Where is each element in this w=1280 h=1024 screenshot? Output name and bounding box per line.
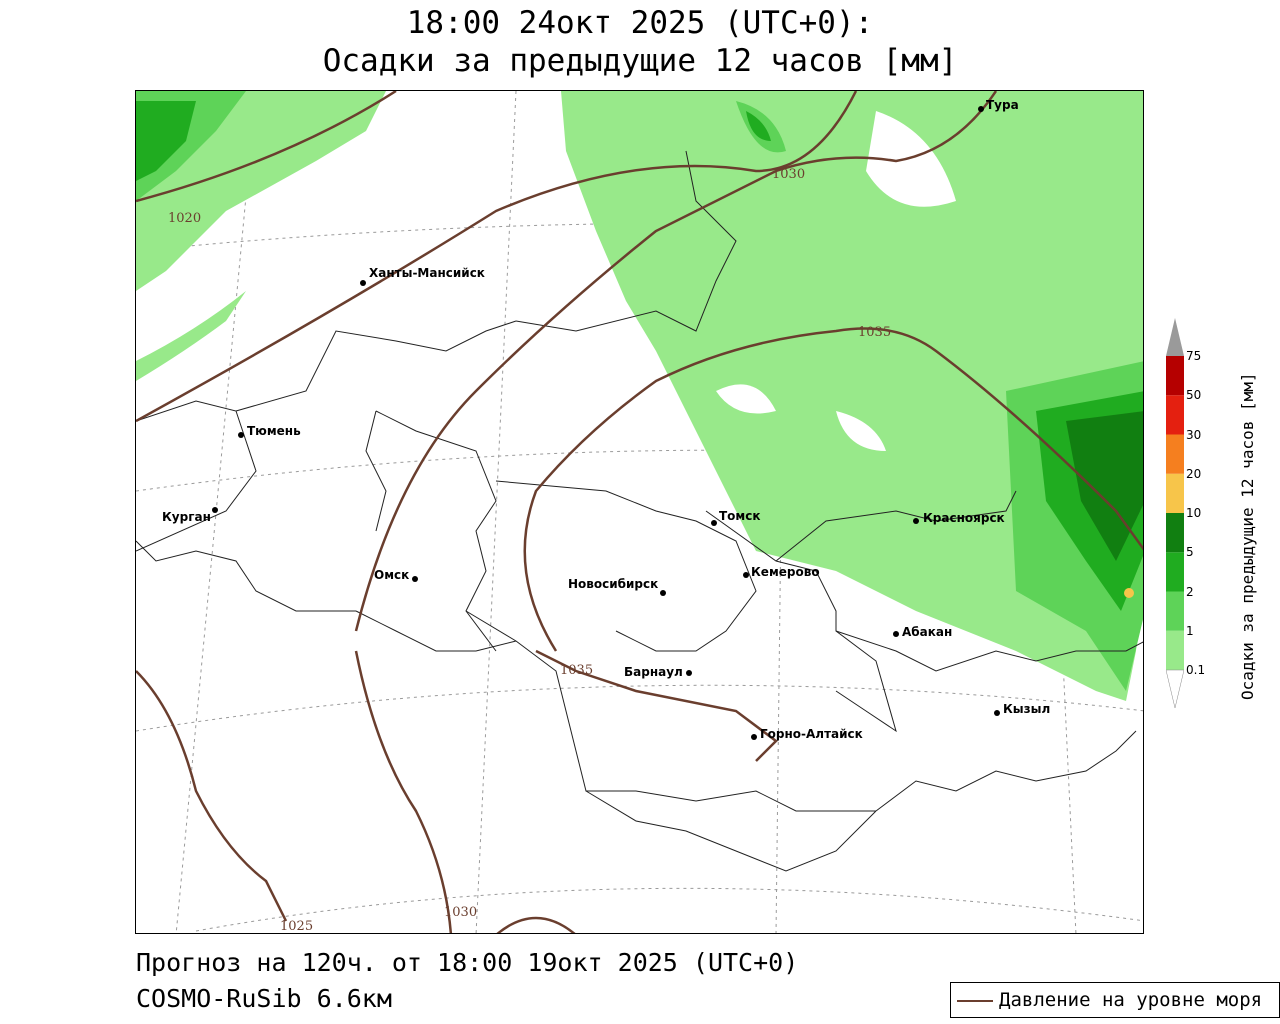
- city-label-krasnoyarsk: Красноярск: [923, 511, 1005, 525]
- city-marker: [686, 670, 692, 676]
- colorbar-tick-label: 0.1: [1186, 663, 1206, 677]
- colorbar-segment: [1166, 513, 1184, 553]
- city-marker: [238, 432, 244, 438]
- city-label-kurgan: Курган: [162, 510, 211, 524]
- legend-label: Давление на уровне моря: [999, 989, 1263, 1011]
- forecast-info: Прогноз на 120ч. от 18:00 19окт 2025 (UT…: [136, 948, 799, 977]
- colorbar-tick-label: 10: [1186, 506, 1202, 520]
- city-marker: [711, 520, 717, 526]
- colorbar-tick-label: 20: [1186, 467, 1202, 481]
- city-label-kyzyl: Кызыл: [1003, 702, 1051, 716]
- map-layers: [136, 91, 1143, 933]
- city-marker: [212, 507, 218, 513]
- colorbar-title: Осадки за предыдущие 12 часов [мм]: [1238, 372, 1257, 700]
- city-marker: [978, 106, 984, 112]
- city-label-tyumen: Тюмень: [247, 424, 301, 438]
- isobar-label: 1025: [280, 919, 314, 934]
- colorbar-bottom-arrow: [1166, 669, 1184, 709]
- city-label-novosibirsk: Новосибирск: [568, 577, 659, 591]
- colorbar-top-arrow: [1166, 318, 1184, 356]
- isobars: [136, 91, 1143, 933]
- city-label-gorno-altaysk: Горно-Алтайск: [760, 727, 863, 741]
- city-marker: [660, 590, 666, 596]
- legend-box: Давление на уровне моря: [950, 982, 1280, 1018]
- city-marker: [913, 518, 919, 524]
- colorbar-segment: [1166, 473, 1184, 513]
- city-label-barnaul: Барнаул: [624, 665, 683, 679]
- colorbar-segment: [1166, 434, 1184, 474]
- colorbar-tick-label: 50: [1186, 388, 1202, 402]
- colorbar-tick-label: 30: [1186, 428, 1202, 442]
- colorbar-tick-label: 1: [1186, 624, 1194, 638]
- city-label-khanty-mansiysk: Ханты-Мансийск: [369, 266, 485, 280]
- city-label-abakan: Абакан: [902, 625, 953, 639]
- isobar-label: 1020: [168, 211, 202, 226]
- city-marker: [893, 631, 899, 637]
- colorbar-segment: [1166, 395, 1184, 435]
- map-title-line2: Осадки за предыдущие 12 часов [мм]: [322, 43, 958, 79]
- city-marker: [412, 576, 418, 582]
- colorbar-segment: [1166, 552, 1184, 592]
- city-marker: [751, 734, 757, 740]
- colorbar-tick-label: 2: [1186, 585, 1194, 599]
- city-label-omsk: Омск: [374, 568, 410, 582]
- isobar-label: 1030: [444, 905, 478, 920]
- colorbar-tick-label: 5: [1186, 545, 1194, 559]
- model-name: COSMO-RuSib 6.6км: [136, 984, 392, 1013]
- colorbar-segment: [1166, 630, 1184, 670]
- city-label-kemerovo: Кемерово: [751, 565, 820, 579]
- city-label-tomsk: Томск: [719, 509, 761, 523]
- city-marker: [743, 572, 749, 578]
- colorbar-segment: [1166, 356, 1184, 396]
- precipitation-map: 1020 1030 1035 1035 1025 1030 Тура Ханты…: [135, 90, 1144, 934]
- map-title-line1: 18:00 24окт 2025 (UTC+0):: [406, 5, 874, 41]
- region-borders: [136, 150, 1143, 872]
- city-label-tura: Тура: [986, 98, 1019, 112]
- isobar-label: 1035: [560, 663, 594, 678]
- colorbar: [1166, 318, 1184, 709]
- isobar-label: 1035: [858, 325, 892, 340]
- legend-line-sample: [957, 1000, 993, 1002]
- city-marker: [360, 280, 366, 286]
- isobar-label: 1030: [772, 167, 806, 182]
- colorbar-tick-label: 75: [1186, 349, 1202, 363]
- city-marker: [994, 710, 1000, 716]
- colorbar-segments: [1166, 356, 1184, 670]
- colorbar-segment: [1166, 591, 1184, 631]
